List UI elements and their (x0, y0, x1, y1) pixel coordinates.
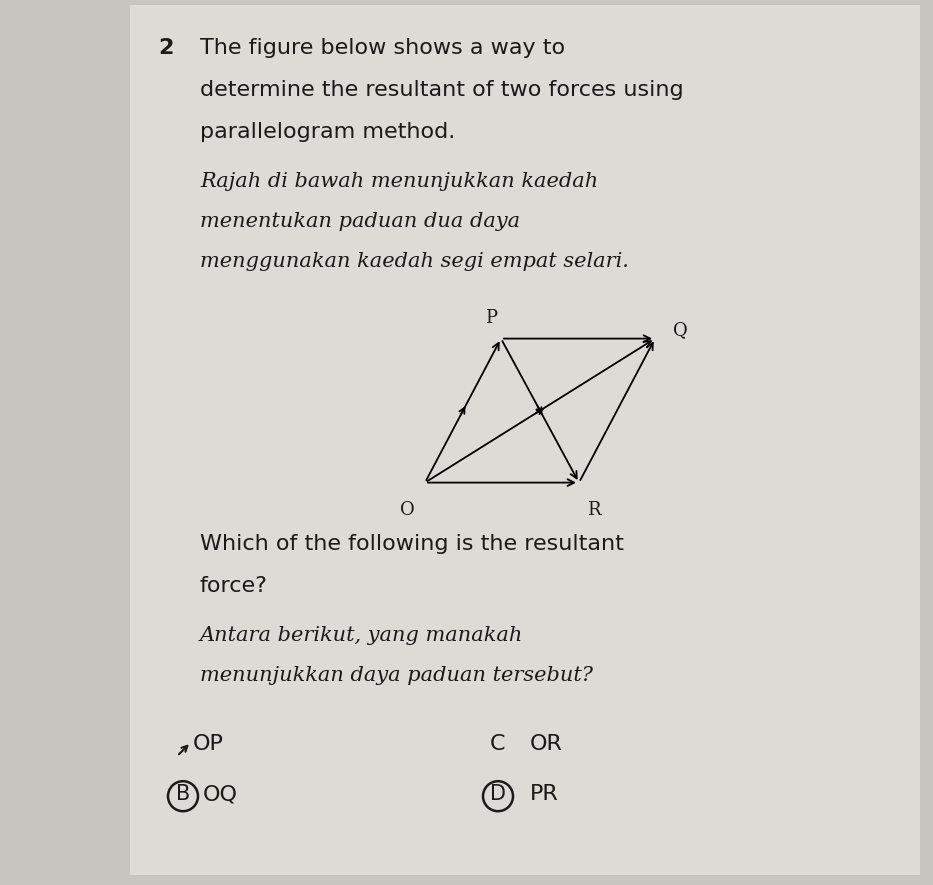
Text: O: O (399, 501, 414, 519)
Text: force?: force? (200, 576, 268, 596)
Text: Q: Q (673, 321, 688, 340)
Text: Antara berikut, yang manakah: Antara berikut, yang manakah (200, 627, 523, 645)
Text: menentukan paduan dua daya: menentukan paduan dua daya (200, 212, 520, 231)
Text: PR: PR (530, 784, 559, 804)
Text: C: C (490, 735, 506, 754)
Text: The figure below shows a way to: The figure below shows a way to (200, 38, 565, 58)
Text: OR: OR (530, 735, 563, 754)
Text: 2: 2 (158, 38, 174, 58)
Text: menggunakan kaedah segi empat selari.: menggunakan kaedah segi empat selari. (200, 252, 629, 271)
Text: Which of the following is the resultant: Which of the following is the resultant (200, 535, 624, 554)
Text: OP: OP (193, 735, 224, 754)
Text: P: P (485, 309, 497, 327)
Text: D: D (490, 784, 506, 804)
Text: B: B (176, 784, 190, 804)
Text: menunjukkan daya paduan tersebut?: menunjukkan daya paduan tersebut? (200, 666, 593, 685)
Text: parallelogram method.: parallelogram method. (200, 122, 455, 142)
Text: Rajah di bawah menunjukkan kaedah: Rajah di bawah menunjukkan kaedah (200, 172, 598, 191)
Text: R: R (587, 501, 601, 519)
Text: determine the resultant of two forces using: determine the resultant of two forces us… (200, 80, 684, 100)
FancyBboxPatch shape (130, 5, 920, 875)
Text: OQ: OQ (203, 784, 238, 804)
